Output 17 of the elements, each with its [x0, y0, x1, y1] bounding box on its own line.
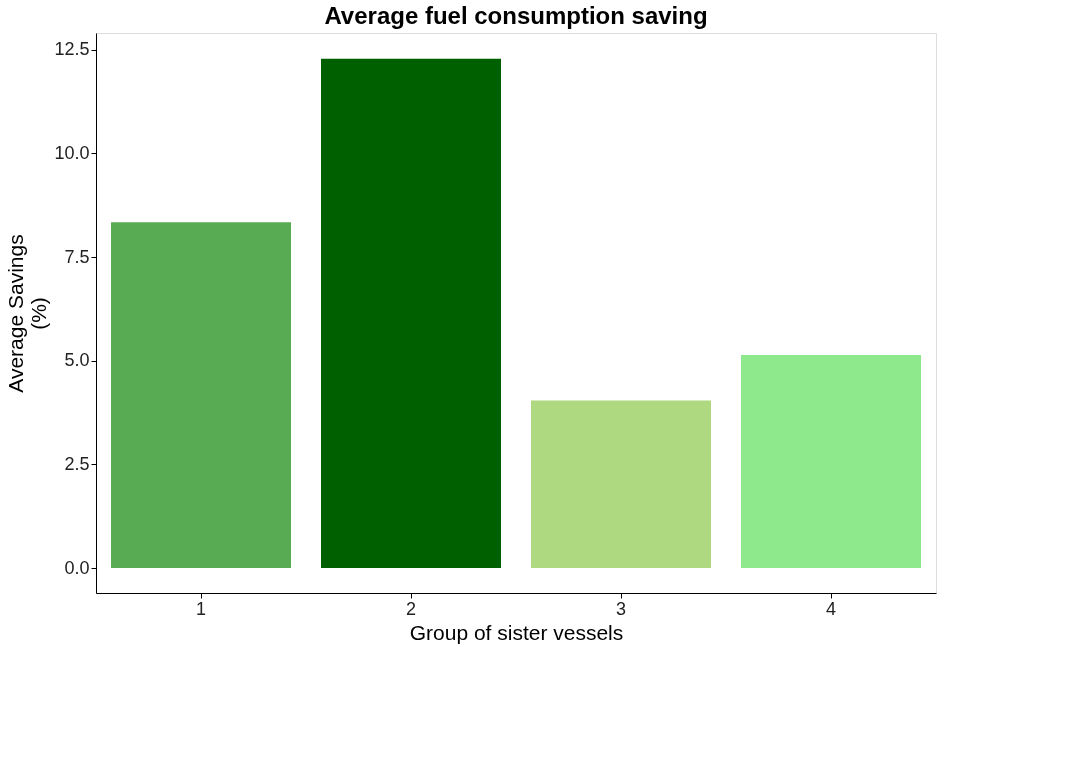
bar	[111, 222, 291, 569]
x-tick-label: 3	[615, 598, 627, 619]
bar	[321, 58, 501, 569]
y-axis-title: Average Savings (%)	[4, 234, 51, 393]
y-tick-label: 5.0	[64, 350, 90, 371]
y-tick-label: 10.0	[54, 142, 90, 163]
x-tick-label: 2	[405, 598, 417, 619]
chart-title: Average fuel consumption saving	[324, 2, 708, 29]
bar	[741, 354, 921, 569]
y-tick-label: 7.5	[64, 246, 90, 267]
y-tick-label: 0.0	[64, 557, 90, 578]
x-tick-label: 1	[195, 598, 207, 619]
y-tick-label: 12.5	[54, 39, 90, 60]
x-tick-label: 4	[825, 598, 837, 619]
bar	[531, 400, 711, 569]
x-axis-title: Group of sister vessels	[409, 620, 624, 644]
y-tick-label: 2.5	[64, 453, 90, 474]
